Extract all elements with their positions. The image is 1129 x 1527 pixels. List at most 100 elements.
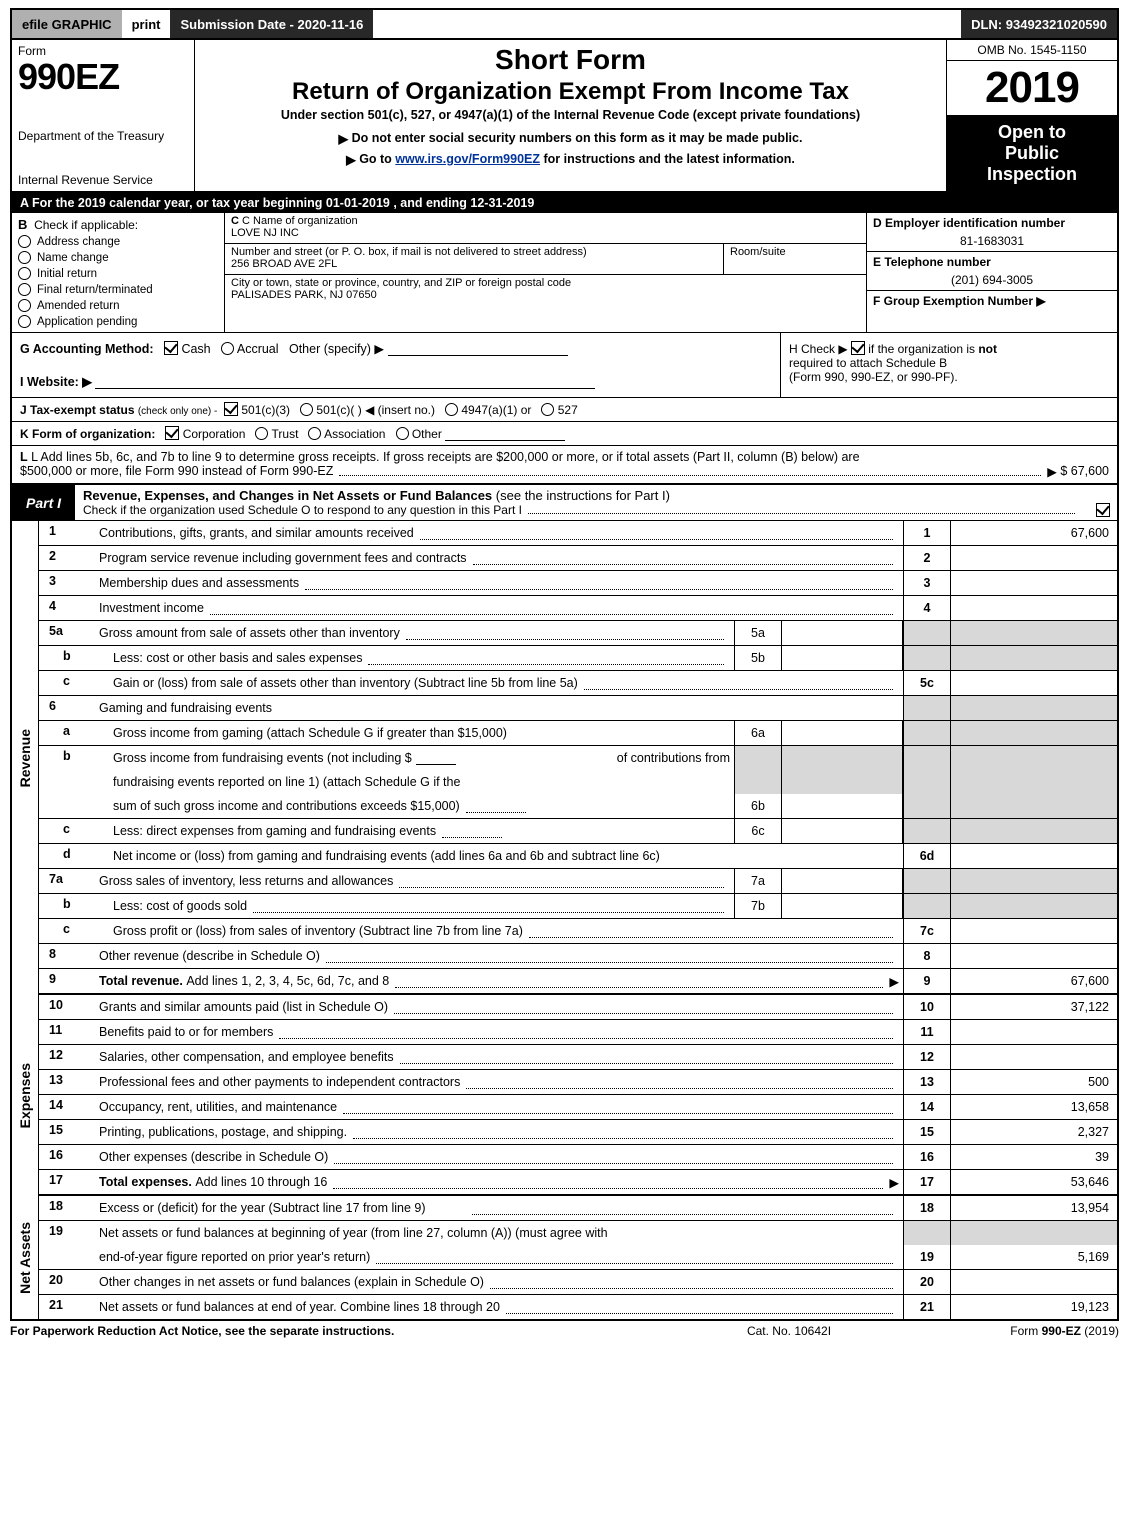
chk-final-return[interactable]: Final return/terminated xyxy=(18,283,218,296)
irs-link[interactable]: www.irs.gov/Form990EZ xyxy=(395,152,540,166)
revenue-section: Revenue 1 Contributions, gifts, grants, … xyxy=(10,521,1119,995)
chk-address-change[interactable]: Address change xyxy=(18,235,218,248)
expenses-section: Expenses 10 Grants and similar amounts p… xyxy=(10,995,1119,1196)
chk-label: Final return/terminated xyxy=(37,284,153,296)
chk-initial-return[interactable]: Initial return xyxy=(18,267,218,280)
result-no: 18 xyxy=(903,1196,950,1220)
chk-corporation[interactable] xyxy=(165,426,179,440)
result-no: 5c xyxy=(903,671,950,695)
line-7a: 7a Gross sales of inventory, less return… xyxy=(39,869,1117,894)
line-no: 8 xyxy=(39,944,95,968)
circle-icon[interactable] xyxy=(221,342,234,355)
result-no-shaded xyxy=(903,721,950,745)
result-val xyxy=(950,1020,1117,1044)
circle-icon[interactable] xyxy=(396,427,409,440)
result-val-shaded xyxy=(950,746,1117,770)
short-form-title: Short Form xyxy=(495,44,646,76)
result-val: 37,122 xyxy=(950,995,1117,1019)
line-no: 6 xyxy=(39,696,95,720)
result-no: 17 xyxy=(903,1170,950,1194)
open-to-public-box: Open to Public Inspection xyxy=(947,116,1117,191)
line-no: c xyxy=(39,919,109,943)
triangle-icon: ▶ xyxy=(339,131,349,146)
k-label: K Form of organization: xyxy=(20,427,155,441)
form-header: Form 990EZ Department of the Treasury In… xyxy=(10,40,1119,193)
line-desc: Gaming and fundraising events xyxy=(99,701,272,715)
result-no: 7c xyxy=(903,919,950,943)
other-org-field[interactable] xyxy=(445,426,565,441)
line-no: 13 xyxy=(39,1070,95,1094)
submission-date: 2020-11-16 xyxy=(298,17,364,32)
line-no: a xyxy=(39,721,109,745)
submission-date-button[interactable]: Submission Date - 2020-11-16 xyxy=(170,10,373,38)
line-desc: Gross amount from sale of assets other t… xyxy=(99,626,400,640)
inner-no-shaded xyxy=(734,746,782,770)
inner-val xyxy=(782,819,903,843)
line-6a: a Gross income from gaming (attach Sched… xyxy=(39,721,1117,746)
dollar-blank-field[interactable] xyxy=(416,752,456,765)
chk-application-pending[interactable]: Application pending xyxy=(18,315,218,328)
chk-cash[interactable] xyxy=(164,341,178,355)
result-no: 11 xyxy=(903,1020,950,1044)
chk-schedule-b-not-required[interactable] xyxy=(851,341,865,355)
header-left: Form 990EZ Department of the Treasury In… xyxy=(12,40,195,191)
h-schedule-b: H Check ▶ if the organization is not req… xyxy=(780,333,1117,397)
print-button[interactable]: print xyxy=(122,10,171,38)
other-specify-field[interactable] xyxy=(388,341,568,356)
circle-icon[interactable] xyxy=(255,427,268,440)
line-20: 20 Other changes in net assets or fund b… xyxy=(39,1270,1117,1295)
chk-amended-return[interactable]: Amended return xyxy=(18,299,218,312)
line-17: 17 Total expenses. Add lines 10 through … xyxy=(39,1170,1117,1196)
line-desc: Contributions, gifts, grants, and simila… xyxy=(99,526,414,540)
inner-no: 5a xyxy=(734,621,782,645)
circle-icon[interactable] xyxy=(308,427,321,440)
bcd-block: B Check if applicable: Address change Na… xyxy=(10,213,1119,333)
line-2: 2 Program service revenue including gove… xyxy=(39,546,1117,571)
chk-label: Amended return xyxy=(37,300,119,312)
circle-icon[interactable] xyxy=(445,403,458,416)
efile-graphic-button[interactable]: efile GRAPHIC xyxy=(12,10,122,38)
website-field[interactable] xyxy=(95,374,595,389)
line-desc: Program service revenue including govern… xyxy=(99,551,467,565)
line-no: 15 xyxy=(39,1120,95,1144)
line-desc-a: Gross income from fundraising events (no… xyxy=(113,751,412,765)
c-name-label: C C Name of organization xyxy=(231,215,860,227)
i-website-label: I Website: ▶ xyxy=(20,375,92,389)
line-no: b xyxy=(39,646,109,670)
chk-schedule-o-used[interactable] xyxy=(1096,503,1110,517)
line-no: 19 xyxy=(39,1221,95,1245)
line-no-blank xyxy=(39,794,109,818)
result-no-shaded xyxy=(903,819,950,843)
h-not: not xyxy=(978,342,997,356)
result-no: 4 xyxy=(903,596,950,620)
line-14: 14 Occupancy, rent, utilities, and maint… xyxy=(39,1095,1117,1120)
triangle-icon: ▶ xyxy=(1047,464,1057,479)
c-street-label: Number and street (or P. O. box, if mail… xyxy=(231,246,717,258)
expenses-vertical-label: Expenses xyxy=(12,995,39,1196)
result-no: 14 xyxy=(903,1095,950,1119)
line-no: 12 xyxy=(39,1045,95,1069)
line-desc-bold: Total expenses. xyxy=(99,1175,192,1189)
line-5a: 5a Gross amount from sale of assets othe… xyxy=(39,621,1117,646)
line-desc-b: end-of-year figure reported on prior yea… xyxy=(99,1250,370,1264)
circle-icon xyxy=(18,251,31,264)
circle-icon[interactable] xyxy=(541,403,554,416)
line-no: 1 xyxy=(39,521,95,545)
paperwork-notice: For Paperwork Reduction Act Notice, see … xyxy=(10,1324,659,1338)
chk-501c3[interactable] xyxy=(224,402,238,416)
line-no: b xyxy=(39,746,109,770)
circle-icon[interactable] xyxy=(300,403,313,416)
chk-name-change[interactable]: Name change xyxy=(18,251,218,264)
line-3: 3 Membership dues and assessments 3 xyxy=(39,571,1117,596)
line-desc-b: of contributions from xyxy=(617,751,730,765)
result-no-shaded xyxy=(903,770,950,794)
line-no: 14 xyxy=(39,1095,95,1119)
header-center: Short Form Return of Organization Exempt… xyxy=(195,40,946,191)
f-group-cell: F Group Exemption Number ▶ xyxy=(867,291,1117,311)
do-not-enter-text: ▶ Do not enter social security numbers o… xyxy=(339,130,803,145)
goto-line: ▶ Go to www.irs.gov/Form990EZ for instru… xyxy=(346,151,795,166)
circle-icon xyxy=(18,235,31,248)
result-val: 500 xyxy=(950,1070,1117,1094)
line-desc-2: Add lines 10 through 16 xyxy=(195,1175,327,1189)
triangle-icon: ▶ xyxy=(889,1175,899,1190)
